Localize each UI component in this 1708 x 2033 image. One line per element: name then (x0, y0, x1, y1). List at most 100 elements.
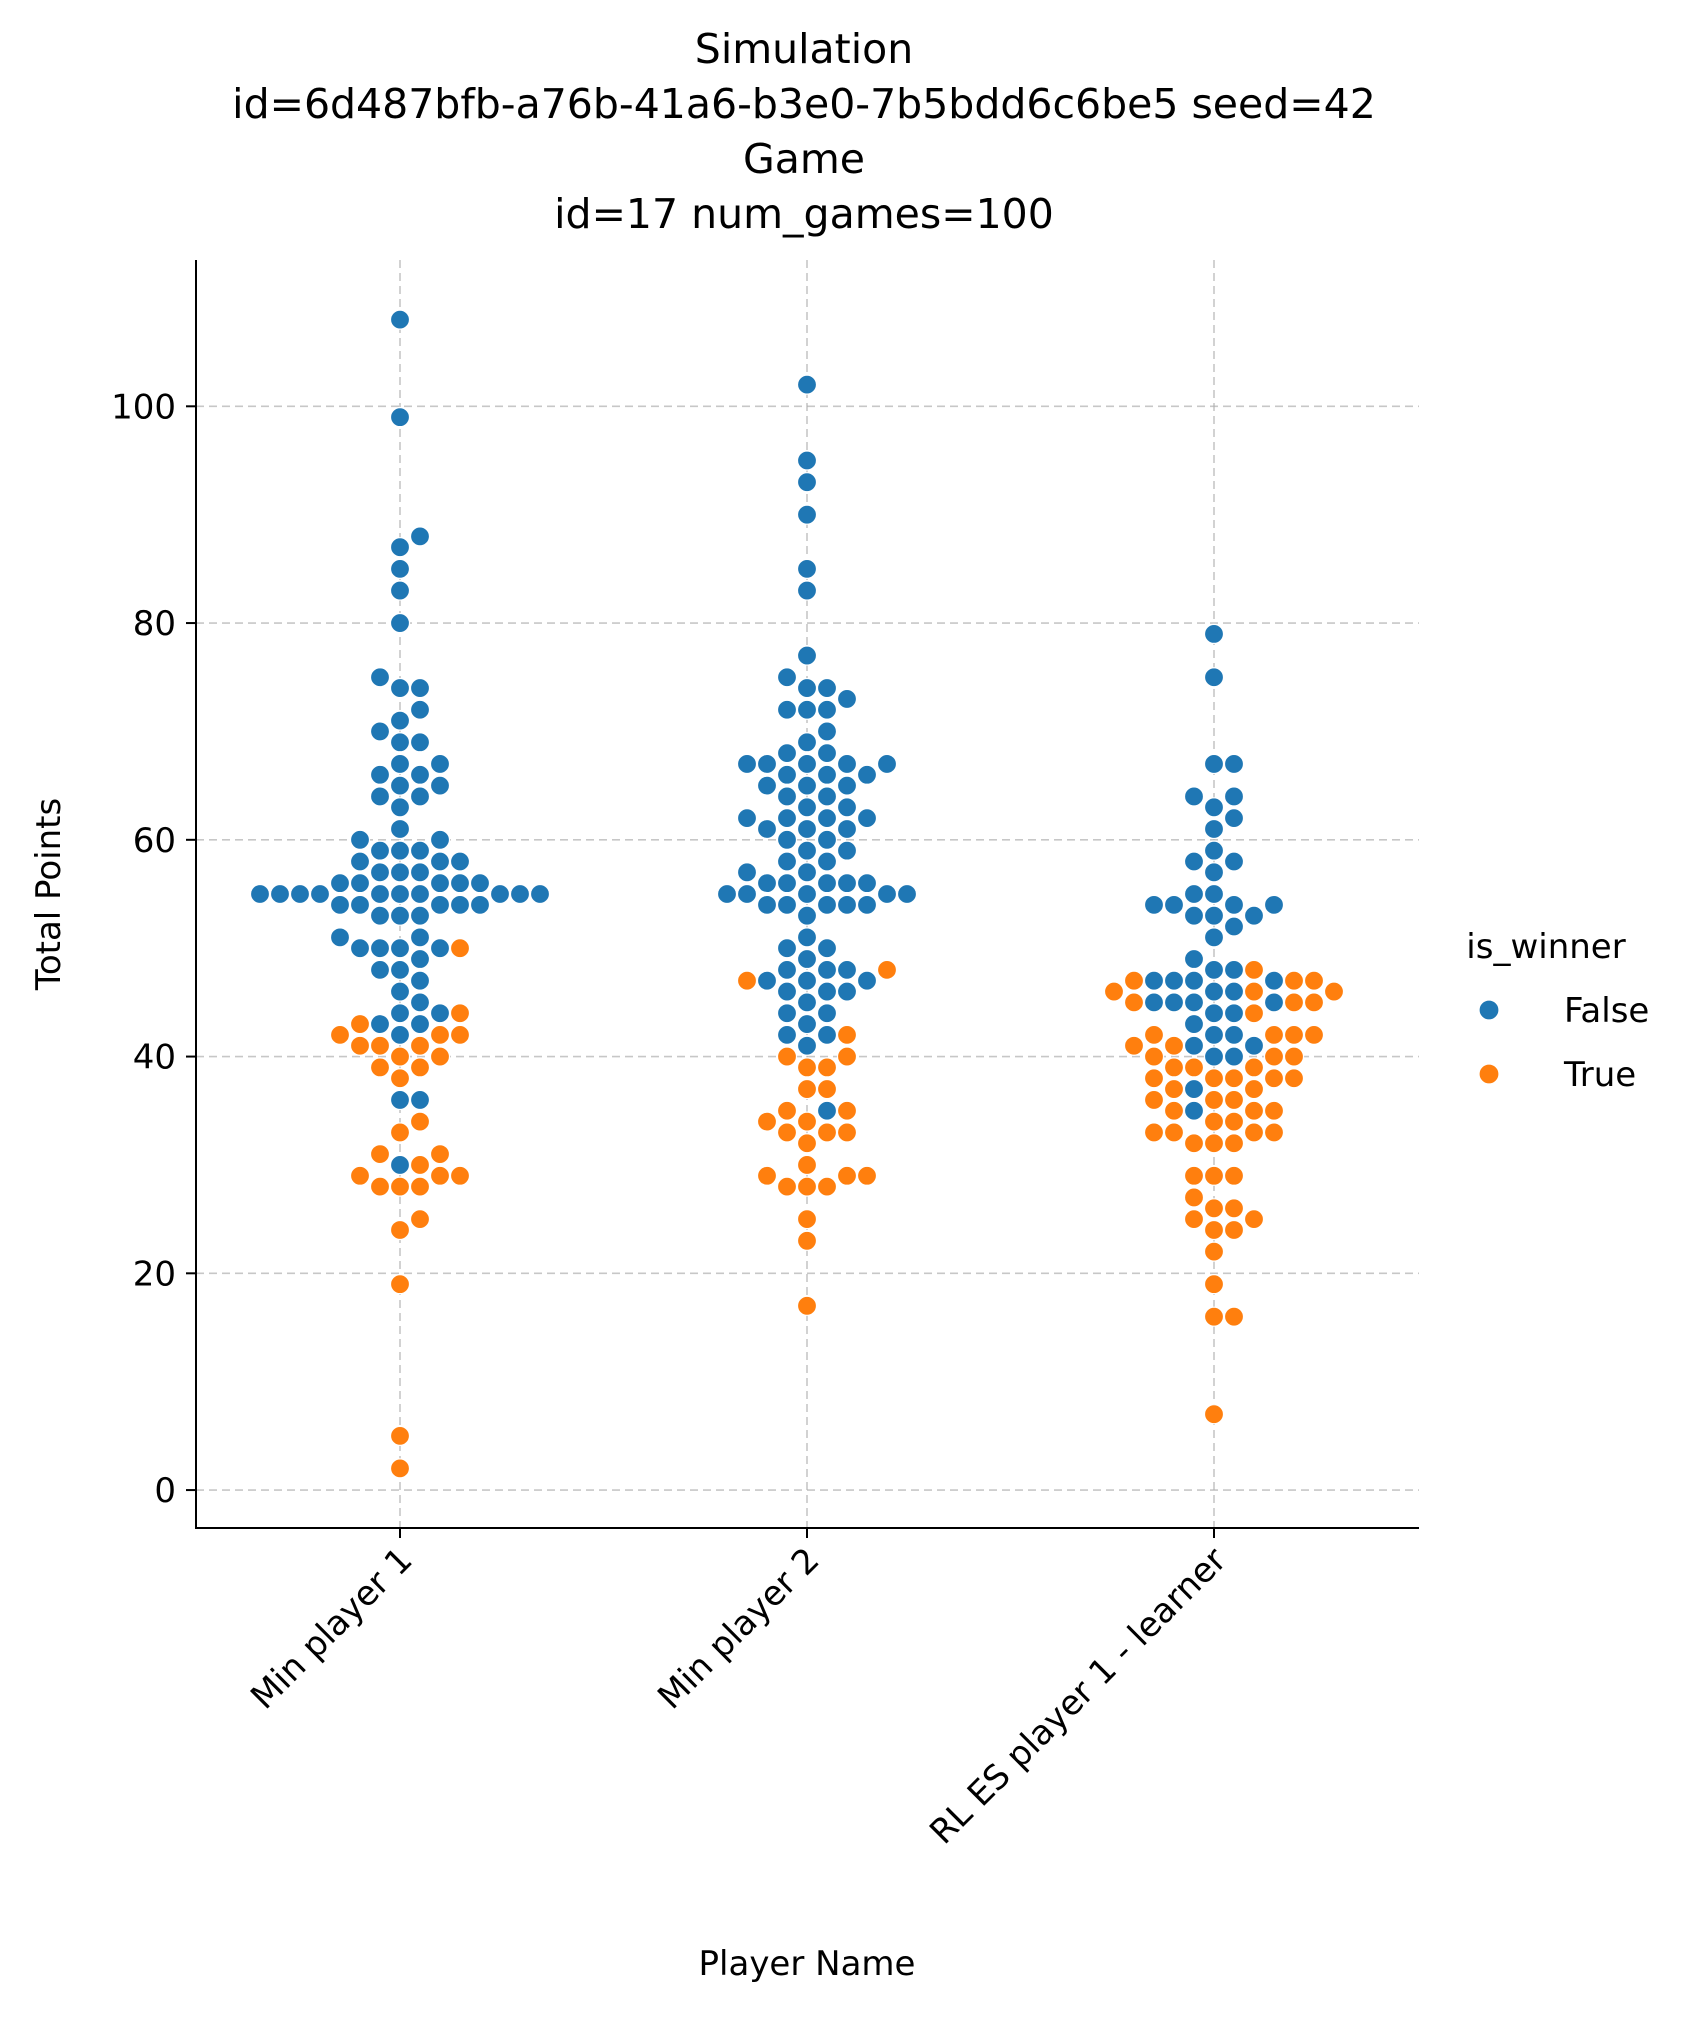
point-non-winner (776, 808, 798, 829)
point-non-winner (329, 927, 351, 948)
point-non-winner (796, 883, 818, 905)
point-non-winner (776, 894, 798, 915)
point-non-winner (836, 818, 858, 840)
point-non-winner (1223, 981, 1245, 1002)
point-non-winner (816, 721, 838, 742)
point-winner (836, 1046, 858, 1067)
point-non-winner (796, 504, 818, 525)
point-non-winner (409, 970, 431, 991)
point-winner (429, 1046, 451, 1067)
point-non-winner (349, 938, 371, 959)
point-non-winner (369, 764, 391, 785)
point-non-winner (1183, 905, 1205, 926)
point-non-winner (776, 764, 798, 785)
point-winner (429, 1165, 451, 1186)
point-non-winner (1183, 970, 1205, 991)
point-non-winner (1263, 992, 1285, 1013)
point-winner (776, 1122, 798, 1143)
point-winner (389, 1425, 411, 1446)
point-non-winner (816, 894, 838, 915)
point-winner (1223, 1068, 1245, 1089)
point-non-winner (716, 883, 738, 905)
point-winner (796, 1209, 818, 1230)
point-non-winner (1203, 981, 1225, 1002)
point-non-winner (349, 873, 371, 894)
point-winner (389, 1046, 411, 1067)
point-non-winner (429, 753, 451, 775)
point-non-winner (756, 873, 778, 894)
point-non-winner (796, 905, 818, 926)
point-non-winner (429, 873, 451, 894)
point-winner (1243, 1122, 1265, 1143)
point-winner (1223, 1133, 1245, 1154)
point-winner (1143, 1122, 1165, 1143)
point-non-winner (1223, 786, 1245, 807)
point-non-winner (269, 883, 291, 905)
point-winner (389, 1458, 411, 1479)
point-winner (1163, 1100, 1185, 1121)
point-non-winner (389, 775, 411, 796)
point-winner (1243, 1078, 1265, 1100)
point-winner (1243, 1100, 1265, 1121)
point-winner (429, 1144, 451, 1165)
point-non-winner (776, 786, 798, 807)
point-winner (1203, 1274, 1225, 1295)
point-winner (776, 1046, 798, 1067)
point-non-winner (1223, 851, 1245, 872)
point-winner (1183, 1209, 1205, 1230)
point-non-winner (409, 948, 431, 970)
point-winner (1203, 1133, 1225, 1154)
point-winner (1123, 970, 1145, 991)
legend-marker (1478, 1063, 1500, 1085)
point-winner (1243, 1003, 1265, 1024)
point-winner (1183, 1057, 1205, 1078)
point-non-winner (796, 948, 818, 970)
point-non-winner (429, 938, 451, 959)
legend: is_winner False True (1466, 927, 1649, 1095)
point-winner (409, 1057, 431, 1078)
point-non-winner (796, 753, 818, 775)
point-winner (409, 1035, 431, 1056)
point-winner (409, 1154, 431, 1176)
point-non-winner (389, 840, 411, 861)
point-non-winner (1183, 1013, 1205, 1035)
point-non-winner (796, 699, 818, 720)
point-winner (836, 1024, 858, 1045)
point-non-winner (1223, 1046, 1245, 1067)
point-non-winner (369, 786, 391, 807)
point-winner (1243, 1209, 1265, 1230)
point-non-winner (389, 1003, 411, 1024)
legend-label: False (1564, 991, 1649, 1031)
point-non-winner (1143, 970, 1165, 991)
legend-marker (1478, 999, 1500, 1021)
point-non-winner (816, 677, 838, 699)
point-non-winner (876, 883, 898, 905)
point-non-winner (796, 1013, 818, 1035)
point-winner (816, 1057, 838, 1078)
point-winner (389, 1176, 411, 1197)
point-non-winner (776, 851, 798, 872)
point-non-winner (1223, 1003, 1245, 1024)
point-non-winner (389, 558, 411, 579)
point-non-winner (1203, 818, 1225, 840)
data-points (249, 309, 1345, 1479)
point-non-winner (856, 808, 878, 829)
point-non-winner (369, 905, 391, 926)
point-non-winner (1183, 992, 1205, 1013)
point-non-winner (816, 808, 838, 829)
point-non-winner (1203, 883, 1225, 905)
point-non-winner (816, 959, 838, 980)
point-non-winner (409, 992, 431, 1013)
point-non-winner (409, 883, 431, 905)
point-non-winner (896, 883, 918, 905)
point-non-winner (249, 883, 271, 905)
point-non-winner (389, 537, 411, 558)
point-non-winner (736, 883, 758, 905)
point-non-winner (1143, 992, 1165, 1013)
point-winner (816, 1176, 838, 1197)
point-non-winner (876, 753, 898, 775)
point-non-winner (449, 873, 471, 894)
point-winner (796, 1230, 818, 1251)
point-non-winner (389, 938, 411, 959)
point-winner (1183, 1133, 1205, 1154)
